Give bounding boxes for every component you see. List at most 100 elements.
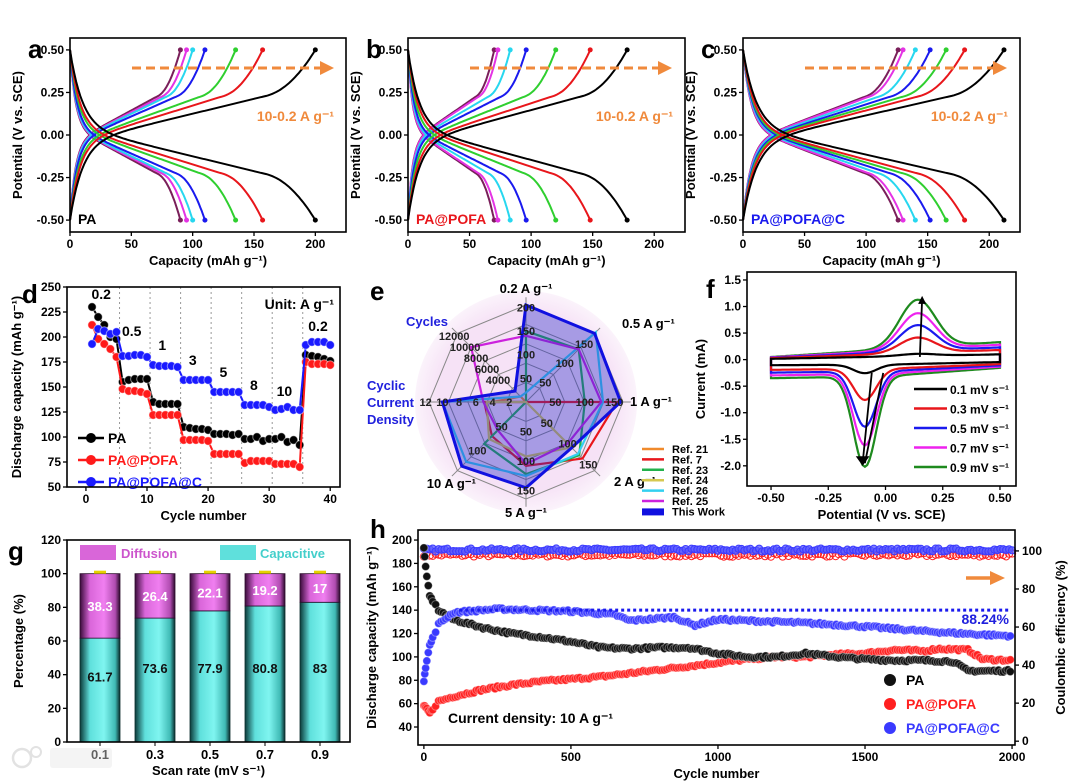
radar-series-ref-26 [440, 330, 605, 478]
y-tick-label: -0.25 [375, 171, 403, 185]
label-line: Density [367, 412, 415, 427]
y-tick-label: 100 [41, 430, 61, 444]
data-point [203, 375, 213, 385]
radar-tick-label: 50 [549, 397, 561, 409]
plot-frame [407, 37, 686, 233]
current-density-label: Current density: 10 A g⁻¹ [448, 710, 613, 726]
capacitive-value: 83 [313, 661, 327, 676]
y-tick-label: 200 [392, 533, 412, 547]
capacitive-value: 73.6 [142, 661, 167, 676]
curve-end-marker [202, 217, 208, 223]
curve-end-marker [507, 47, 513, 53]
x-tick-label: 0.5 [201, 747, 219, 762]
legend-marker [884, 698, 896, 710]
legend-label: 0.3 mV s⁻¹ [950, 403, 1009, 417]
radar-tick-label: 100 [517, 456, 535, 468]
discharge-curve [69, 49, 188, 221]
charge-curve [742, 49, 917, 221]
x-tick-label: 0.9 [311, 747, 329, 762]
panel-label: e [370, 276, 384, 306]
rate-label: 0.5 [122, 323, 142, 339]
data-point [172, 410, 183, 420]
sample-label: PA@POFA [416, 211, 486, 227]
y-tick-label: 225 [41, 305, 61, 319]
plot-frame [69, 37, 347, 233]
diffusion-value: 17 [313, 581, 327, 596]
radar-axis-label: 10 A g⁻¹ [427, 476, 476, 491]
radar-tick-label: 150 [517, 326, 535, 338]
x-tick-label: 0 [740, 237, 747, 251]
discharge-curve [69, 49, 264, 221]
curve-end-marker [962, 217, 968, 223]
plot-frame [746, 271, 1017, 487]
legend-label: Ref. 7 [672, 454, 702, 466]
gcd-panel-c: 0 50 100 150 200 -0.50 -0.25 0.00 0.25 0.50 Capaci… [683, 37, 1021, 268]
legend-swatch [80, 545, 116, 560]
y-tick-label: 0.25 [379, 85, 403, 99]
curve-end-marker [927, 217, 933, 223]
radar-tick-label: 100 [576, 397, 594, 409]
charge-curve [69, 49, 264, 221]
diffusion-value: 19.2 [252, 583, 277, 598]
y2-tick-label: 40 [1022, 658, 1036, 672]
capacity-point [423, 648, 433, 658]
curve-end-marker [1001, 217, 1007, 223]
curve-end-marker [233, 217, 239, 223]
radar-tick-label: 150 [605, 397, 623, 409]
cv-curve [769, 323, 1002, 428]
rate-label: 3 [189, 352, 197, 368]
diffusion-value: 22.1 [197, 585, 222, 600]
y-tick-label: -0.5 [720, 379, 741, 393]
charge-curve [407, 49, 628, 221]
x-tick-label: 40 [324, 492, 338, 506]
curve-end-marker [943, 217, 949, 223]
y-tick-label: 140 [392, 603, 412, 617]
panel-label: f [706, 274, 715, 304]
discharge-curve [742, 49, 947, 221]
x-tick-label: 150 [583, 237, 603, 251]
curve-end-marker [553, 217, 559, 223]
radar-axis-label: 5 A g⁻¹ [505, 505, 547, 520]
data-point [93, 312, 103, 322]
y-tick-label: 250 [41, 280, 61, 294]
radar-axis-label: 0.5 A g⁻¹ [622, 316, 675, 331]
x-tick-label: 150 [918, 237, 938, 251]
discharge-curve [69, 49, 194, 221]
legend-label: PA [108, 430, 126, 446]
y-tick-label: 0.50 [41, 43, 65, 57]
x-tick-label: 200 [979, 237, 999, 251]
radar-tick-label: 2 [506, 397, 512, 409]
plot-frame [66, 539, 351, 743]
data-point [325, 360, 335, 370]
charge-curve [69, 49, 206, 221]
bar-capacitive [79, 637, 121, 743]
panel-label: b [366, 34, 382, 64]
radar-tick-label: 100 [558, 439, 576, 451]
plot-frame [66, 286, 341, 488]
x-tick-label: 50 [125, 237, 139, 251]
y-tick-label: 0.00 [379, 128, 403, 142]
y-tick-label: -0.50 [375, 213, 403, 227]
curve-end-marker [1001, 47, 1007, 53]
label-line: Cyclic [367, 378, 405, 393]
curve-end-marker [190, 47, 196, 53]
y-tick-label: 0.50 [714, 43, 738, 57]
cv-curve [769, 312, 1002, 447]
legend-label: PA@POFA [906, 696, 976, 712]
radar-tick-label: 4 [489, 397, 496, 409]
y-tick-label: -1.0 [720, 406, 741, 420]
x-tick-label: 0 [83, 492, 90, 506]
x-axis-label: Capacity (mAh g⁻¹) [822, 253, 940, 268]
charge-curve [407, 49, 496, 221]
legend-label: 0.9 mV s⁻¹ [950, 461, 1009, 475]
discharge-curve [742, 49, 966, 221]
label-line: Current [367, 395, 415, 410]
curve-end-marker [184, 47, 190, 53]
curve-end-marker [900, 47, 906, 53]
y-tick-label: 1.0 [724, 300, 741, 314]
bar-diffusion [244, 573, 286, 607]
capacity-point [419, 543, 429, 553]
capacitive-value: 77.9 [197, 661, 222, 676]
x-tick-label: 0 [405, 237, 412, 251]
data-point [105, 344, 116, 354]
